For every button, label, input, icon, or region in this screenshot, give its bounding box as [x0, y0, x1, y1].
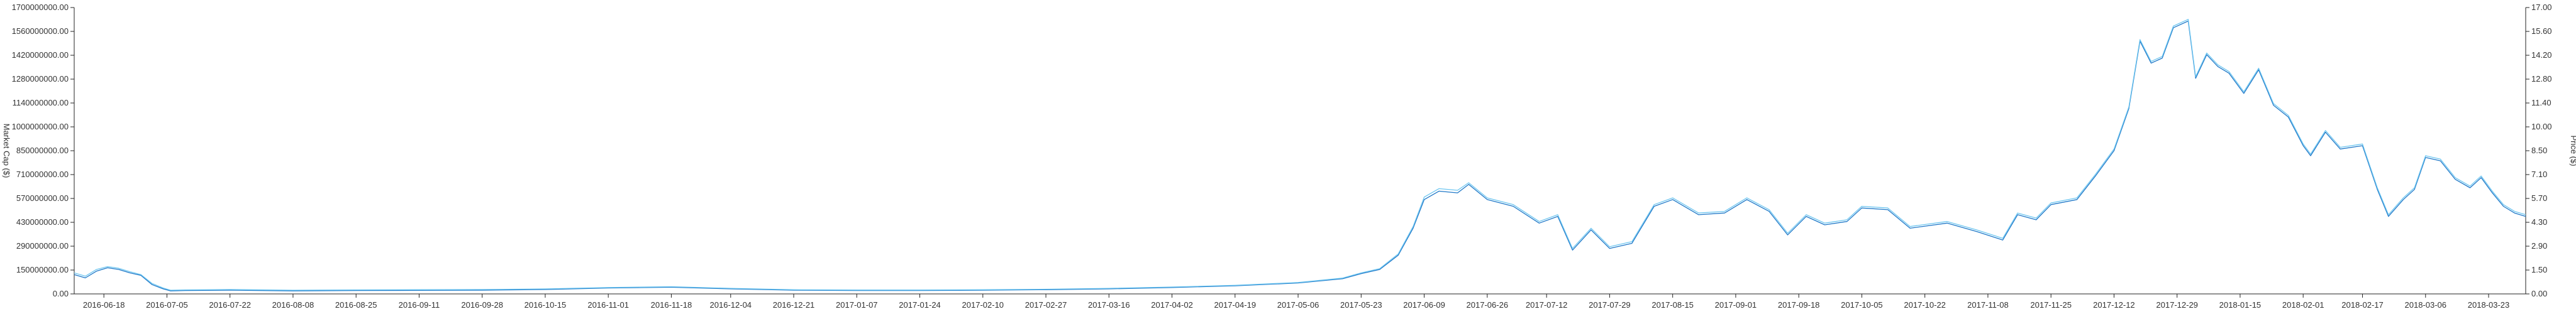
price-series-line [74, 19, 2526, 291]
x-tick-label: 2017-04-02 [1151, 300, 1193, 310]
x-tick-label: 2017-10-22 [1904, 300, 1946, 310]
x-tick-label: 2018-02-01 [2282, 300, 2324, 310]
left-y-tick-label: 1560000000.00 [12, 26, 69, 36]
right-y-tick-label: 10.00 [2531, 122, 2552, 131]
x-tick-label: 2017-08-15 [1652, 300, 1694, 310]
left-y-axis-title: Market Cap ($) [2, 124, 11, 178]
x-tick-label: 2016-12-04 [710, 300, 752, 310]
left-y-tick-label: 1700000000.00 [12, 3, 69, 12]
x-tick-label: 2016-11-01 [587, 300, 629, 310]
x-tick-label: 2017-02-10 [962, 300, 1004, 310]
x-tick-label: 2016-09-11 [399, 300, 440, 310]
x-tick-label: 2018-03-06 [2405, 300, 2447, 310]
right-y-tick-label: 7.10 [2531, 170, 2547, 179]
x-tick-label: 2016-11-18 [651, 300, 692, 310]
left-y-axis-ticks: 0.00 150000000.00 290000000.00 430000000.00… [12, 3, 74, 298]
right-y-tick-label: 11.40 [2531, 98, 2551, 107]
left-y-tick-label: 1280000000.00 [12, 74, 69, 84]
x-tick-label: 2017-07-29 [1589, 300, 1631, 310]
x-tick-label: 2017-09-01 [1715, 300, 1757, 310]
x-tick-label: 2018-03-23 [2468, 300, 2510, 310]
right-y-tick-label: 1.50 [2531, 265, 2547, 274]
left-y-tick-label: 710000000.00 [16, 170, 69, 179]
x-tick-label: 2017-12-29 [2156, 300, 2198, 310]
x-tick-label: 2017-12-12 [2093, 300, 2135, 310]
x-axis-ticks: 2016-06-18 2016-07-05 2016-07-22 2016-08-08… [83, 294, 2509, 310]
left-y-tick-label: 290000000.00 [16, 241, 69, 251]
x-tick-label: 2017-05-23 [1340, 300, 1382, 310]
x-tick-label: 2016-09-28 [461, 300, 503, 310]
left-y-tick-label: 850000000.00 [16, 146, 69, 155]
series-layer [74, 19, 2526, 291]
right-y-tick-label: 2.90 [2531, 241, 2547, 251]
x-tick-label: 2017-06-26 [1467, 300, 1509, 310]
x-tick-label: 2017-03-16 [1088, 300, 1130, 310]
x-tick-label: 2017-07-12 [1526, 300, 1568, 310]
x-tick-label: 2017-06-09 [1403, 300, 1445, 310]
x-tick-label: 2016-12-21 [773, 300, 815, 310]
x-tick-label: 2016-07-05 [146, 300, 188, 310]
axes [74, 8, 2526, 295]
x-tick-label: 2017-11-08 [1967, 300, 2009, 310]
x-tick-label: 2017-10-05 [1841, 300, 1883, 310]
left-y-tick-label: 1140000000.00 [13, 98, 69, 107]
left-y-tick-label: 570000000.00 [16, 193, 69, 203]
left-y-tick-label: 430000000.00 [16, 217, 69, 227]
x-tick-label: 2018-02-17 [2341, 300, 2384, 310]
left-y-tick-label: 1420000000.00 [12, 50, 69, 60]
right-y-axis-ticks: 0.00 1.50 2.90 4.30 5.70 7.10 8.50 10.00 11.40 12… [2526, 3, 2552, 298]
x-tick-label: 2017-05-06 [1277, 300, 1319, 310]
market-cap-series-line [74, 20, 2526, 291]
right-y-tick-label: 0.00 [2531, 289, 2547, 298]
x-tick-label: 2017-11-25 [2030, 300, 2072, 310]
left-y-tick-label: 0.00 [53, 289, 69, 298]
left-y-tick-label: 1000000000.00 [12, 122, 69, 131]
right-y-axis-title: Price ($) [2569, 135, 2576, 166]
right-y-tick-label: 17.00 [2531, 3, 2552, 12]
x-tick-label: 2017-09-18 [1778, 300, 1820, 310]
x-tick-label: 2017-01-24 [899, 300, 941, 310]
x-tick-label: 2016-08-08 [272, 300, 314, 310]
x-tick-label: 2017-04-19 [1214, 300, 1257, 310]
x-tick-label: 2017-02-27 [1025, 300, 1067, 310]
right-y-tick-label: 12.80 [2531, 74, 2552, 84]
right-y-tick-label: 15.60 [2531, 26, 2552, 36]
right-y-tick-label: 5.70 [2531, 193, 2547, 203]
right-y-tick-label: 14.20 [2531, 50, 2552, 60]
x-tick-label: 2016-10-15 [525, 300, 567, 310]
right-y-tick-label: 8.50 [2531, 146, 2547, 155]
x-tick-label: 2016-08-25 [335, 300, 377, 310]
x-tick-label: 2016-06-18 [83, 300, 125, 310]
left-y-tick-label: 150000000.00 [16, 265, 69, 274]
right-y-tick-label: 4.30 [2531, 217, 2547, 227]
x-tick-label: 2016-07-22 [209, 300, 251, 310]
x-tick-label: 2018-01-15 [2219, 300, 2262, 310]
x-tick-label: 2017-01-07 [836, 300, 878, 310]
